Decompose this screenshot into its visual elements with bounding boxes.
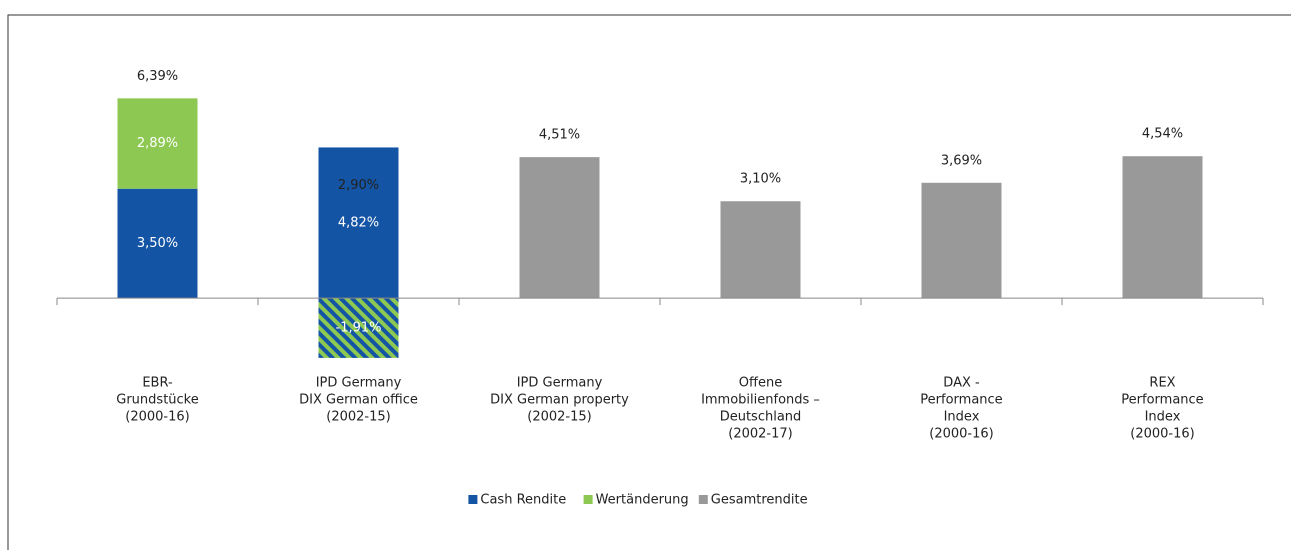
value-label: 4,54% xyxy=(1142,127,1183,142)
value-label: 3,69% xyxy=(941,153,982,168)
value-label: 4,82% xyxy=(338,215,379,230)
x-tick-label: Index xyxy=(1145,410,1181,425)
x-tick-label: REX xyxy=(1149,376,1175,391)
legend-label: Gesamtrendite xyxy=(711,493,808,508)
x-tick-label: (2000-16) xyxy=(1130,427,1194,442)
x-tick-label: (2000-16) xyxy=(929,427,993,442)
x-tick-label: Performance xyxy=(920,393,1002,408)
x-tick-label: Index xyxy=(944,410,980,425)
legend-swatch xyxy=(698,495,708,504)
total-label: 2,90% xyxy=(338,178,379,193)
bar-segment xyxy=(519,157,600,299)
x-tick-label: (2002-17) xyxy=(728,427,792,442)
bar-segment xyxy=(720,201,801,299)
x-tick-label: Grundstücke xyxy=(116,393,198,408)
x-tick-label: DIX German office xyxy=(299,393,418,408)
x-tick-label: (2002-15) xyxy=(326,410,390,425)
x-tick-label: DAX - xyxy=(943,376,980,391)
legend-swatch xyxy=(583,495,593,504)
value-label: 2,89% xyxy=(137,136,178,151)
legend-label: Wertänderung xyxy=(596,493,689,508)
x-tick-label: (2000-16) xyxy=(125,410,189,425)
value-label: 4,51% xyxy=(539,128,580,143)
x-tick-label: EBR- xyxy=(142,376,173,391)
x-tick-label: Deutschland xyxy=(720,410,802,425)
x-tick-label: Immobilienfonds – xyxy=(701,393,820,408)
bar-segment xyxy=(318,147,399,299)
x-tick-label: Performance xyxy=(1121,393,1203,408)
bar-segment xyxy=(921,182,1002,299)
bar-segment xyxy=(1122,156,1203,299)
chart-frame xyxy=(7,14,1291,550)
bar-segment xyxy=(117,98,198,189)
x-tick-label: IPD Germany xyxy=(517,376,603,391)
legend-swatch xyxy=(468,495,478,504)
value-label: -1,91% xyxy=(336,321,382,336)
legend-label: Cash Rendite xyxy=(480,493,566,508)
bar-segment xyxy=(318,298,399,358)
total-label: 6,39% xyxy=(137,69,178,84)
x-tick-label: Offene xyxy=(739,376,782,391)
value-label: 3,10% xyxy=(740,172,781,187)
value-label: 3,50% xyxy=(137,236,178,251)
x-tick-label: IPD Germany xyxy=(316,376,402,391)
x-tick-label: (2002-15) xyxy=(527,410,591,425)
x-tick-label: DIX German property xyxy=(490,393,629,408)
bar-segment xyxy=(117,188,198,299)
